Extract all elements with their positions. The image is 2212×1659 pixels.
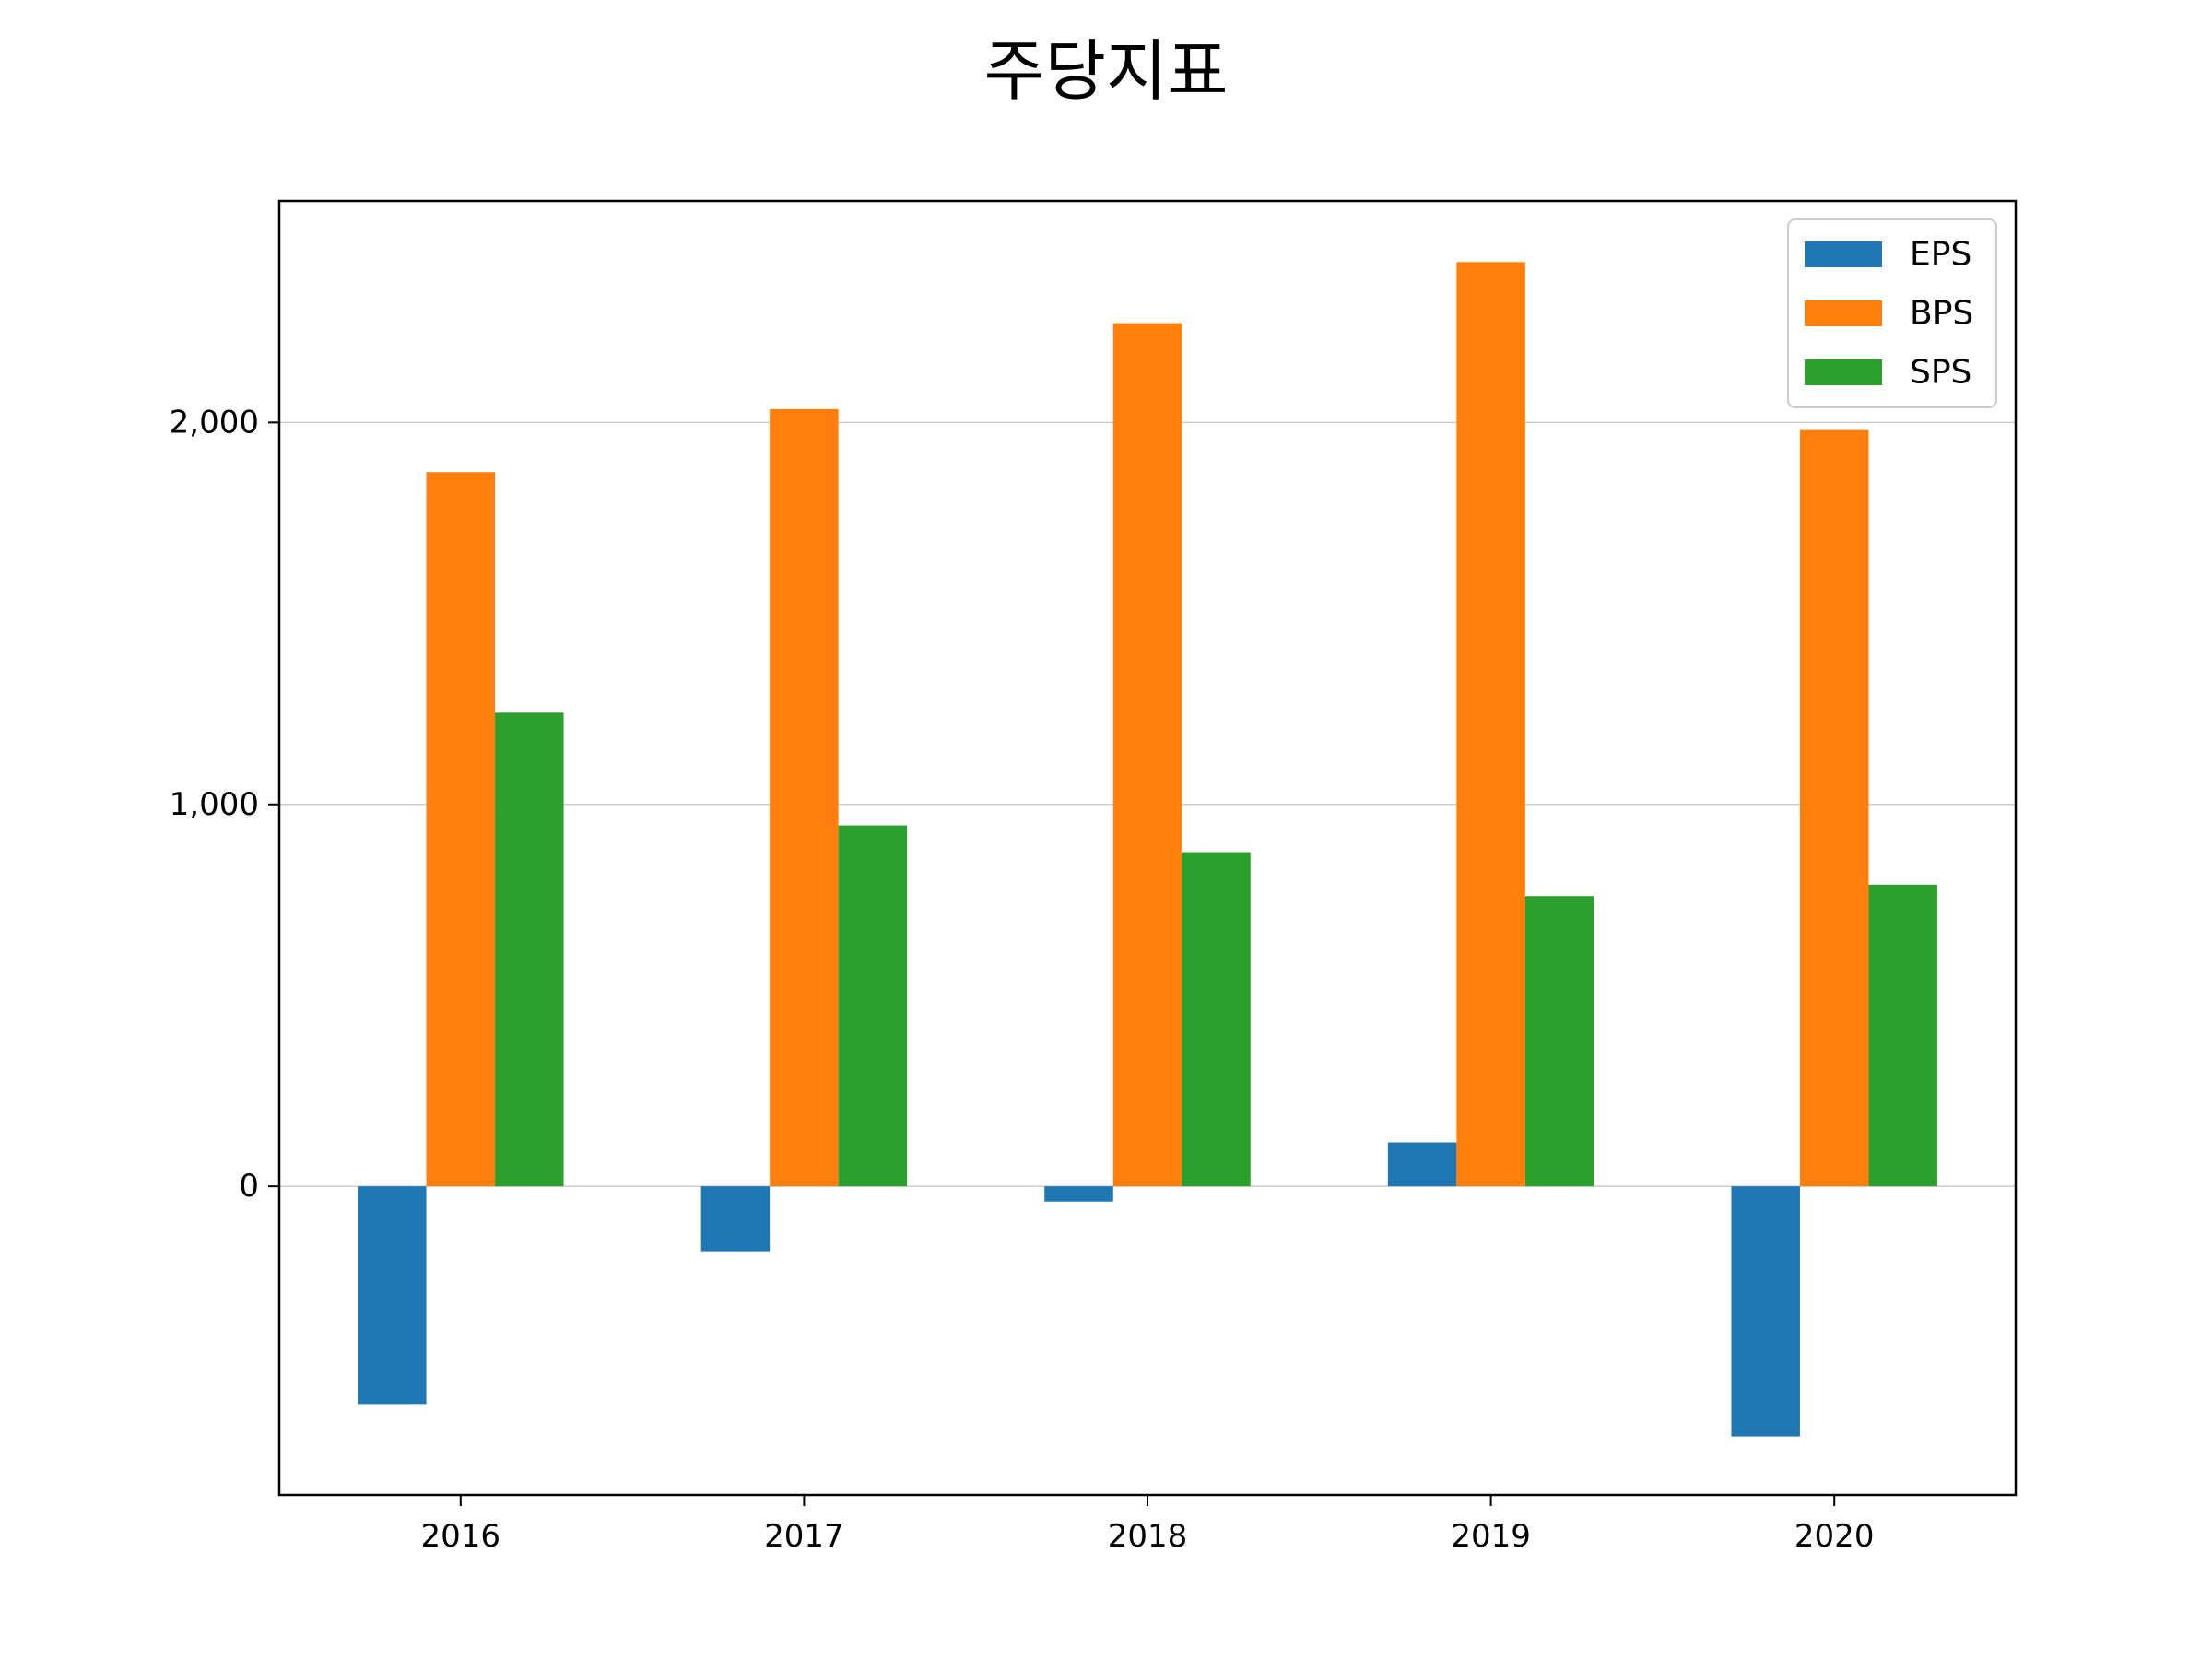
bar-sps-2017 [838,825,908,1187]
bar-bps-2016 [426,472,496,1187]
bar-bps-2017 [770,408,839,1187]
y-axis: 0 1,000 2,000 [170,404,279,1205]
legend-swatch-sps [1805,359,1882,385]
legend-label-eps: EPS [1910,236,1971,274]
bar-eps-2016 [358,1186,427,1405]
bar-eps-2020 [1731,1186,1800,1437]
bar-bps-2020 [1799,429,1869,1187]
legend-swatch-bps [1805,300,1882,326]
bar-sps-2016 [495,712,564,1187]
y-tick-label: 2,000 [170,404,259,441]
legend: EPS BPS SPS [1787,218,1997,408]
bar-sps-2018 [1182,852,1251,1187]
chart-title: 주당지표 [983,32,1229,110]
x-tick-label: 2019 [1451,1518,1531,1555]
legend-label-sps: SPS [1910,354,1971,392]
x-tick-label: 2020 [1794,1518,1875,1555]
x-tick-label: 2018 [1108,1518,1188,1555]
bar-bps-2018 [1112,323,1182,1187]
y-tick-label: 0 [239,1168,259,1205]
legend-label-bps: BPS [1910,295,1973,333]
x-tick-label: 2016 [421,1518,501,1555]
bars [358,262,1937,1437]
y-tick-label: 1,000 [170,786,259,823]
bar-eps-2018 [1044,1186,1113,1202]
bar-eps-2019 [1387,1142,1457,1187]
bar-bps-2019 [1456,262,1525,1187]
legend-swatch-eps [1805,241,1882,267]
x-tick-label: 2017 [764,1518,844,1555]
x-axis: 2016 2017 2018 2019 2020 [421,1495,1875,1555]
bar-sps-2020 [1868,884,1937,1187]
bar-sps-2019 [1524,896,1594,1187]
bar-eps-2017 [700,1186,771,1252]
